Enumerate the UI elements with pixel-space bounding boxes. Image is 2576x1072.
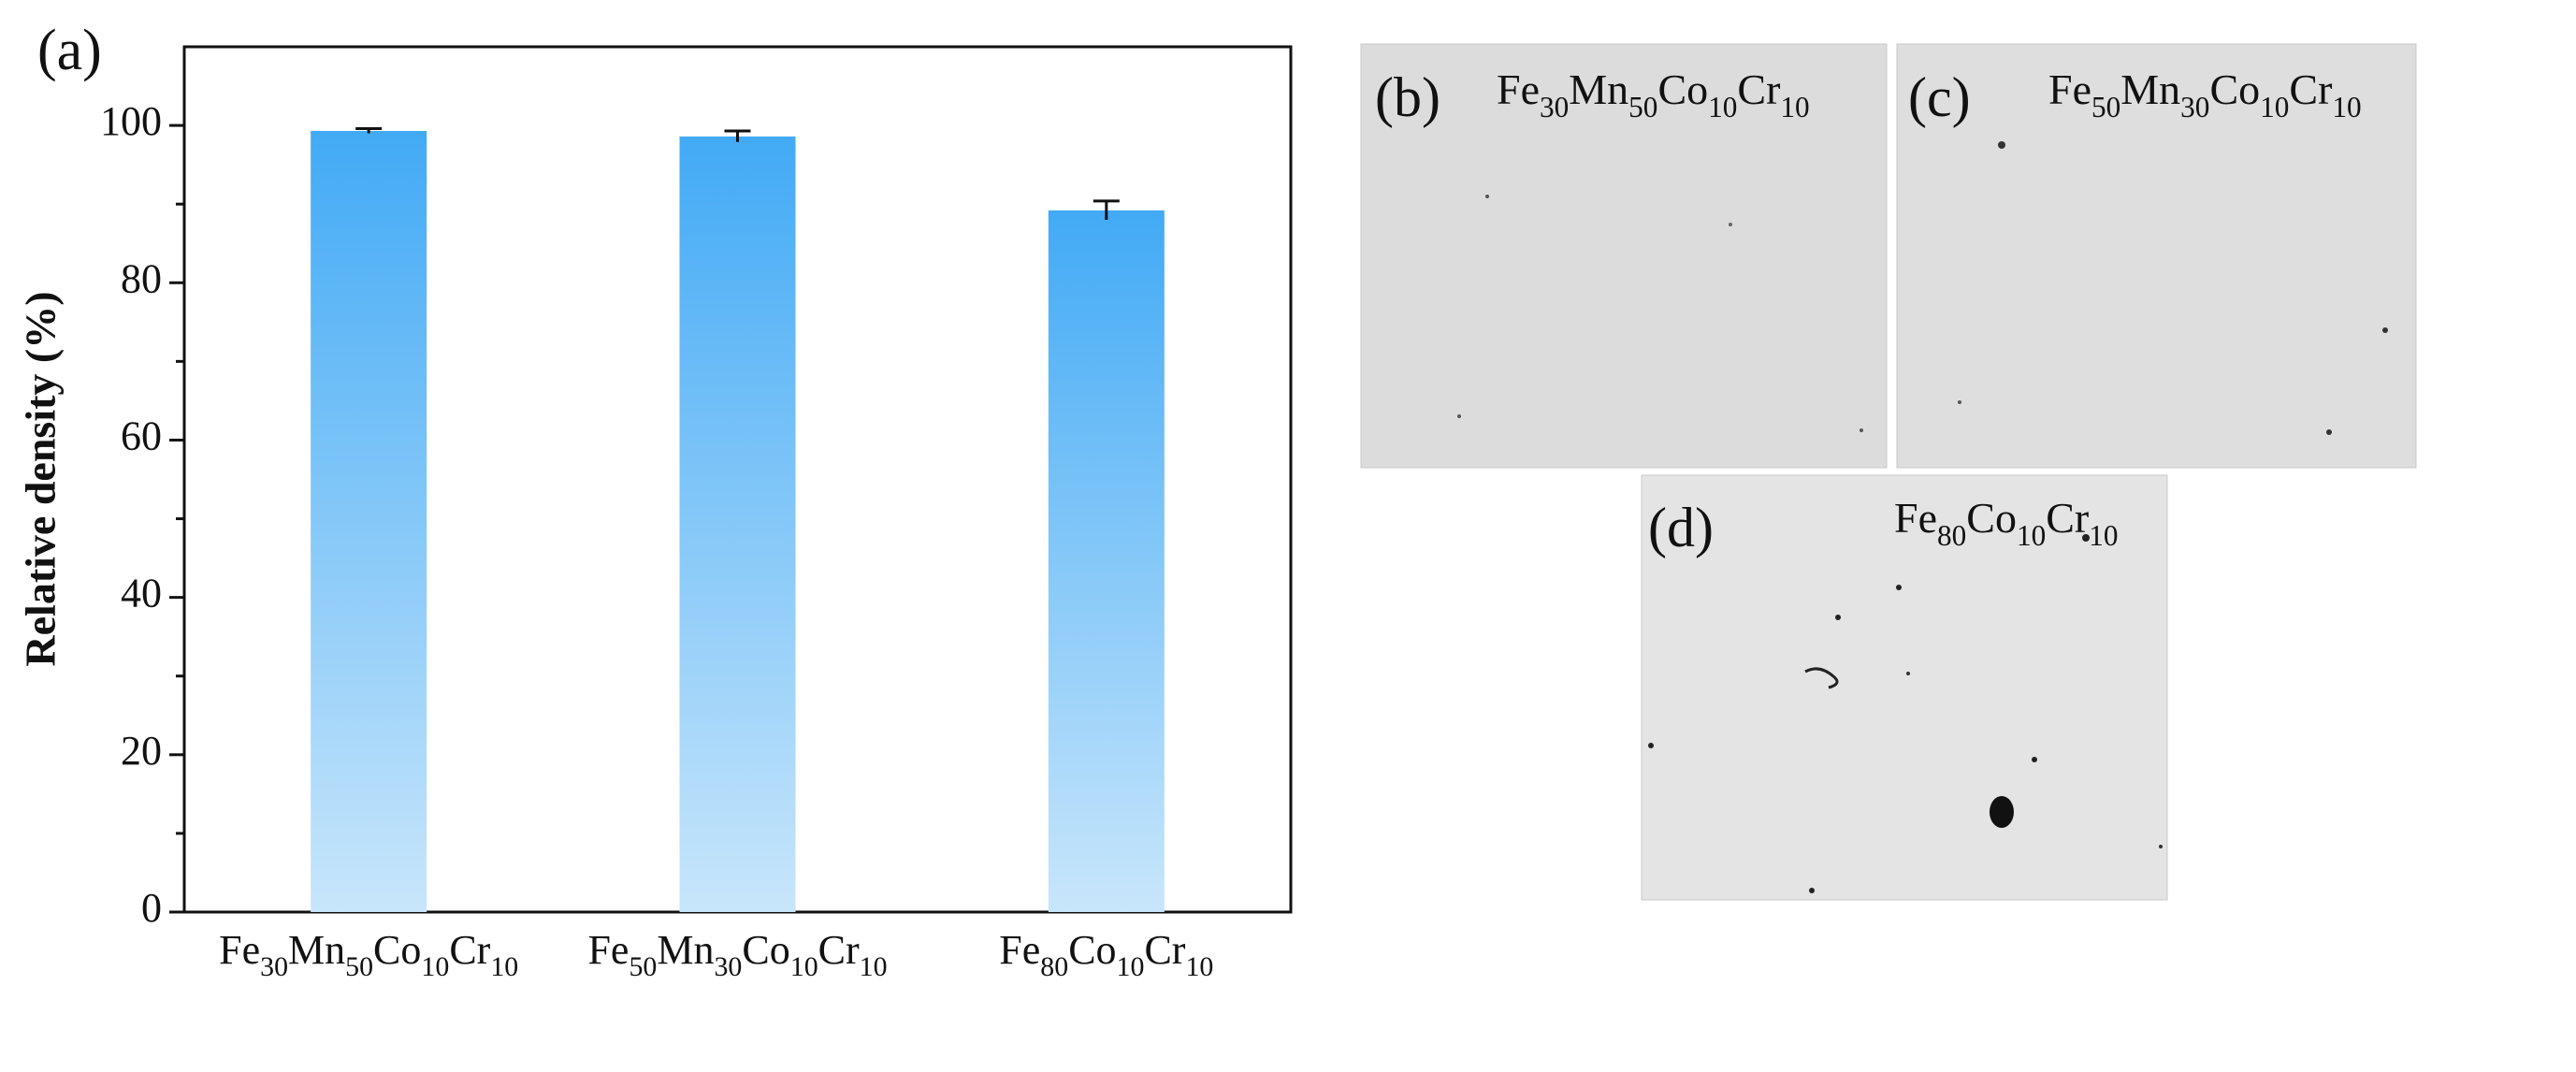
text-part: 80: [1040, 951, 1068, 982]
text-part: 50: [345, 951, 373, 982]
micrograph-caption: Fe50Mn30Co10Cr10: [2048, 65, 2362, 123]
crack: [1804, 667, 1839, 689]
micrograph-label: (b): [1375, 66, 1440, 128]
micrograph-image: [1641, 474, 2168, 901]
micrograph-label: (d): [1648, 497, 1714, 558]
x-tick-label: Fe30Mn50Co10Cr10: [219, 927, 518, 982]
pore: [1906, 672, 1910, 675]
bar: [1048, 210, 1165, 913]
text-part: 50: [2091, 91, 2120, 123]
y-tick-label: 20: [121, 728, 162, 774]
text-part: 10: [860, 951, 888, 982]
bar: [679, 136, 796, 912]
micrograph-d: (d) Fe80Co10Cr10: [1641, 474, 2168, 901]
text-part: Co: [1657, 65, 1708, 113]
text-part: Fe: [1894, 494, 1937, 542]
text-part: Co: [2209, 65, 2260, 113]
y-tick-label: 60: [121, 413, 162, 459]
micrograph-image: [1896, 43, 2417, 469]
text-part: 50: [1628, 91, 1657, 123]
text-part: 10: [1708, 91, 1737, 123]
text-part: 80: [1937, 519, 1966, 552]
text-part: 30: [2180, 91, 2209, 123]
pore: [1729, 223, 1732, 226]
text-part: Co: [1068, 927, 1116, 973]
pore: [2032, 757, 2037, 762]
text-part: 10: [1185, 951, 1213, 982]
text-part: Mn: [288, 927, 345, 973]
text-part: Cr: [818, 927, 860, 973]
text-part: Cr: [1144, 927, 1185, 973]
text-part: 10: [2017, 519, 2046, 552]
text-part: Fe: [219, 927, 260, 973]
pore: [1457, 414, 1461, 418]
pore: [1835, 615, 1841, 620]
pore: [1958, 400, 1961, 404]
text-part: Mn: [2120, 65, 2180, 113]
micrograph-caption: Fe30Mn50Co10Cr10: [1497, 65, 1810, 123]
pore: [2082, 534, 2090, 542]
text-part: Mn: [1569, 65, 1628, 113]
text-part: 30: [1540, 91, 1569, 123]
micrograph-b: (b) Fe30Mn50Co10Cr10: [1360, 43, 1888, 469]
text-part: Co: [1966, 494, 2017, 542]
y-tick-label: 40: [121, 571, 162, 616]
text-part: Fe: [587, 927, 629, 973]
text-part: Fe: [999, 927, 1040, 973]
text-part: 10: [2332, 91, 2361, 123]
text-part: 10: [1780, 91, 1809, 123]
pore: [1860, 428, 1863, 432]
micrograph-caption: Fe80Co10Cr10: [1894, 494, 2118, 552]
x-tick-label: Fe50Mn30Co10Cr10: [587, 927, 887, 982]
pore: [1896, 585, 1902, 590]
text-part: Cr: [2289, 65, 2332, 113]
bar: [311, 130, 427, 912]
pore: [1990, 796, 2014, 828]
text-part: Cr: [1737, 65, 1780, 113]
pore: [2382, 327, 2388, 333]
pore: [2326, 429, 2332, 435]
y-tick-label: 0: [141, 885, 162, 931]
x-tick-label: Fe80Co10Cr10: [999, 927, 1213, 982]
pore: [1998, 141, 2005, 149]
text-part: 10: [1117, 951, 1145, 982]
text-part: 10: [2260, 91, 2289, 123]
text-part: 10: [790, 951, 818, 982]
y-axis-label: Relative density (%): [17, 291, 65, 666]
text-part: 10: [2089, 519, 2118, 552]
text-part: Co: [742, 927, 789, 973]
panel-label: (a): [37, 19, 102, 82]
text-part: Fe: [2048, 65, 2091, 113]
y-tick-label: 100: [100, 98, 162, 144]
micrograph-c: (c) Fe50Mn30Co10Cr10: [1896, 43, 2417, 469]
y-tick-label: 80: [121, 255, 162, 301]
pore: [1809, 888, 1815, 893]
text-part: 50: [629, 951, 657, 982]
text-part: 10: [421, 951, 449, 982]
micrograph-image: [1360, 43, 1888, 469]
text-part: Cr: [449, 927, 490, 973]
pore: [1648, 743, 1654, 748]
text-part: 10: [490, 951, 518, 982]
pore: [1485, 195, 1489, 198]
pore: [2159, 845, 2163, 848]
text-part: Cr: [2046, 494, 2089, 542]
micrograph-label: (c): [1908, 66, 1971, 128]
text-part: 30: [260, 951, 288, 982]
text-part: Co: [373, 927, 421, 973]
text-part: Fe: [1497, 65, 1540, 113]
text-part: 30: [714, 951, 742, 982]
text-part: Mn: [657, 927, 714, 973]
